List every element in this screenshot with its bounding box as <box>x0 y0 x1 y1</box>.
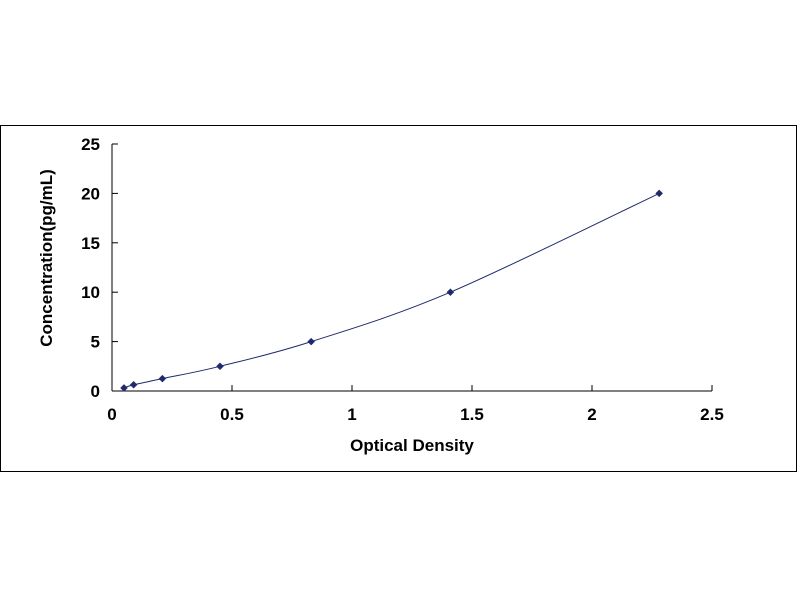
y-axis-ticks: 0 5 10 15 20 25 <box>81 135 118 401</box>
data-point-marker <box>446 288 455 297</box>
x-tick-label: 2.5 <box>700 405 724 424</box>
x-tick-label: 2 <box>587 405 596 424</box>
data-point-marker <box>129 380 138 389</box>
series-curve <box>123 192 660 389</box>
data-point-marker <box>307 337 316 346</box>
x-axis-ticks: 0 0.5 1 1.5 2 2.5 <box>107 385 724 424</box>
y-tick-label: 10 <box>81 283 100 302</box>
data-point-marker <box>158 374 167 383</box>
y-axis-title: Concentration(pg/mL) <box>37 169 56 347</box>
y-tick-label: 0 <box>91 382 100 401</box>
y-tick-label: 15 <box>81 234 100 253</box>
curve-layer <box>123 192 660 389</box>
x-tick-label: 1.5 <box>460 405 484 424</box>
chart-frame <box>0 125 797 472</box>
axes <box>111 144 712 392</box>
data-point-marker <box>655 189 664 198</box>
x-tick-label: 1 <box>347 405 356 424</box>
data-point-marker <box>216 362 224 371</box>
y-tick-label: 5 <box>91 333 100 352</box>
x-tick-label: 0 <box>107 405 116 424</box>
y-tick-label: 25 <box>81 135 100 154</box>
points-layer <box>120 189 664 392</box>
y-tick-label: 20 <box>81 184 100 203</box>
x-axis-title: Optical Density <box>350 436 474 455</box>
x-tick-label: 0.5 <box>220 405 244 424</box>
data-point-marker <box>120 384 128 392</box>
